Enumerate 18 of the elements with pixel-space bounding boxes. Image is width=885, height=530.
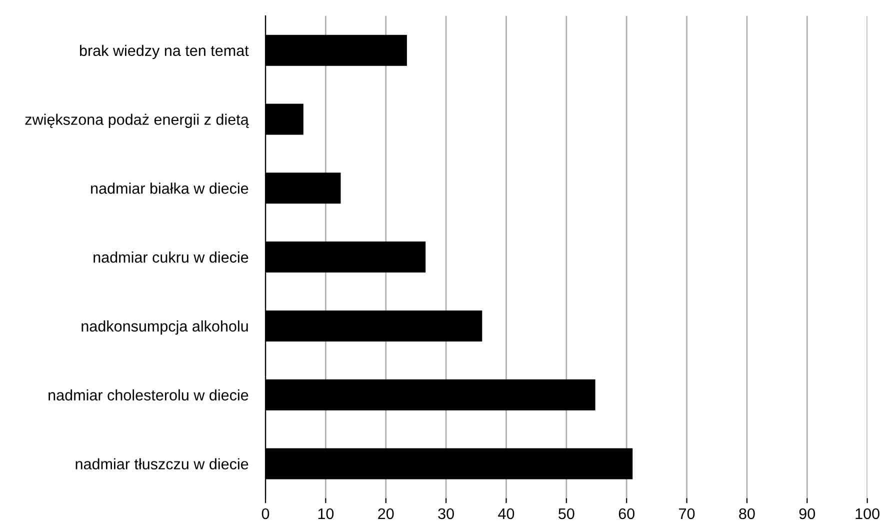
- x-tick-label: 70: [679, 508, 695, 520]
- x-tick-label: 0: [262, 508, 270, 520]
- x-tick-label: 50: [558, 508, 574, 520]
- y-tick-label: nadkonsumpcja alkoholu: [82, 320, 248, 335]
- y-tick-label: zwiększona podaż energii z dietą: [25, 114, 249, 128]
- x-tick-label: 80: [739, 508, 755, 520]
- y-tick-label: brak wiedzy na ten temat: [80, 44, 249, 60]
- y-tick-label: nadmiar cukru w diecie: [94, 252, 248, 263]
- x-tick-label: 30: [438, 508, 454, 520]
- x-tick-label: 10: [318, 508, 334, 520]
- y-tick-label: nadmiar tłuszczu w diecie: [76, 458, 248, 470]
- x-tick-label: 20: [378, 508, 394, 520]
- y-tick-label: nadmiar białka w diecie: [91, 182, 248, 194]
- y-tick-label: nadmiar cholesterolu w diecie: [48, 389, 248, 401]
- x-tick-label: 40: [498, 508, 514, 520]
- x-tick-label: 90: [799, 508, 816, 520]
- x-tick-label: 60: [618, 508, 634, 520]
- x-tick-label: 100: [856, 508, 880, 520]
